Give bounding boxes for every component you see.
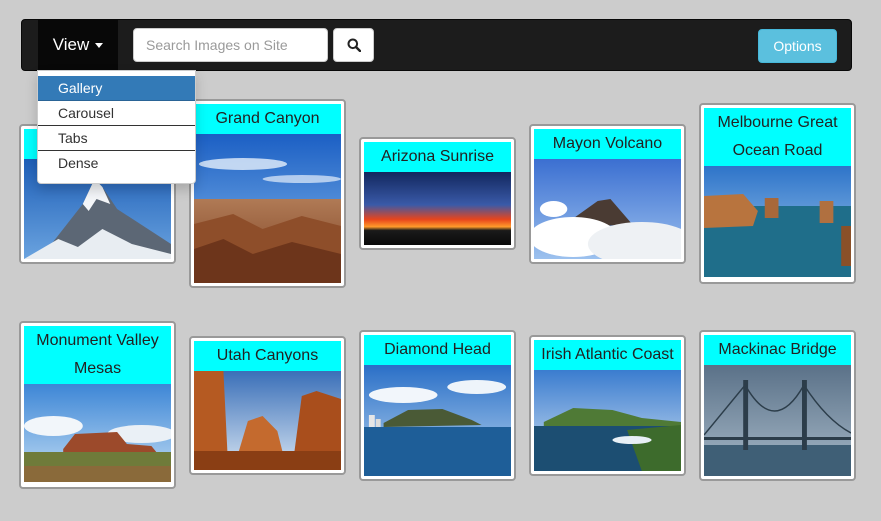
menu-item-carousel[interactable]: Carousel xyxy=(38,101,195,126)
search-input[interactable] xyxy=(133,28,328,62)
card-image xyxy=(704,166,851,277)
view-label: View xyxy=(52,35,90,54)
menu-item-gallery[interactable]: Gallery xyxy=(38,76,195,101)
gallery-card[interactable]: Utah Canyons xyxy=(189,336,346,475)
search-icon xyxy=(347,38,361,52)
card-title: Irish Atlantic Coast xyxy=(534,340,681,370)
menu-item-tabs[interactable]: Tabs xyxy=(38,126,195,151)
card-image xyxy=(534,159,681,259)
navbar: View Options xyxy=(21,19,852,72)
gallery-card[interactable]: Grand Canyon xyxy=(189,99,346,288)
view-dropdown-toggle[interactable]: View xyxy=(38,20,118,72)
card-title: Diamond Head xyxy=(364,335,511,365)
card-title: Melbourne Great Ocean Road xyxy=(704,108,851,166)
gallery-card[interactable]: Mackinac Bridge xyxy=(699,330,856,481)
card-image xyxy=(364,172,511,245)
card-title: Arizona Sunrise xyxy=(364,142,511,172)
card-image xyxy=(194,134,341,283)
gallery-card[interactable]: Irish Atlantic Coast xyxy=(529,335,686,476)
gallery-card[interactable]: Monument Valley Mesas xyxy=(19,321,176,489)
card-title: Grand Canyon xyxy=(194,104,341,134)
card-image xyxy=(704,365,851,476)
card-title: Mackinac Bridge xyxy=(704,335,851,365)
view-dropdown-menu: Gallery Carousel Tabs Dense xyxy=(37,70,196,184)
search-button[interactable] xyxy=(333,28,374,62)
gallery-card[interactable]: Mayon Volcano xyxy=(529,124,686,264)
caret-down-icon xyxy=(95,43,104,49)
card-image xyxy=(534,370,681,471)
card-title: Mayon Volcano xyxy=(534,129,681,159)
gallery-card[interactable]: Diamond Head xyxy=(359,330,516,481)
card-image xyxy=(194,371,341,470)
menu-item-dense[interactable]: Dense xyxy=(58,155,99,171)
options-button[interactable]: Options xyxy=(758,29,837,63)
card-title: Monument Valley Mesas xyxy=(24,326,171,384)
gallery-card[interactable]: Melbourne Great Ocean Road xyxy=(699,103,856,284)
card-image xyxy=(24,384,171,482)
card-title: Utah Canyons xyxy=(194,341,341,371)
gallery-card[interactable]: Arizona Sunrise xyxy=(359,137,516,250)
card-image xyxy=(364,365,511,476)
